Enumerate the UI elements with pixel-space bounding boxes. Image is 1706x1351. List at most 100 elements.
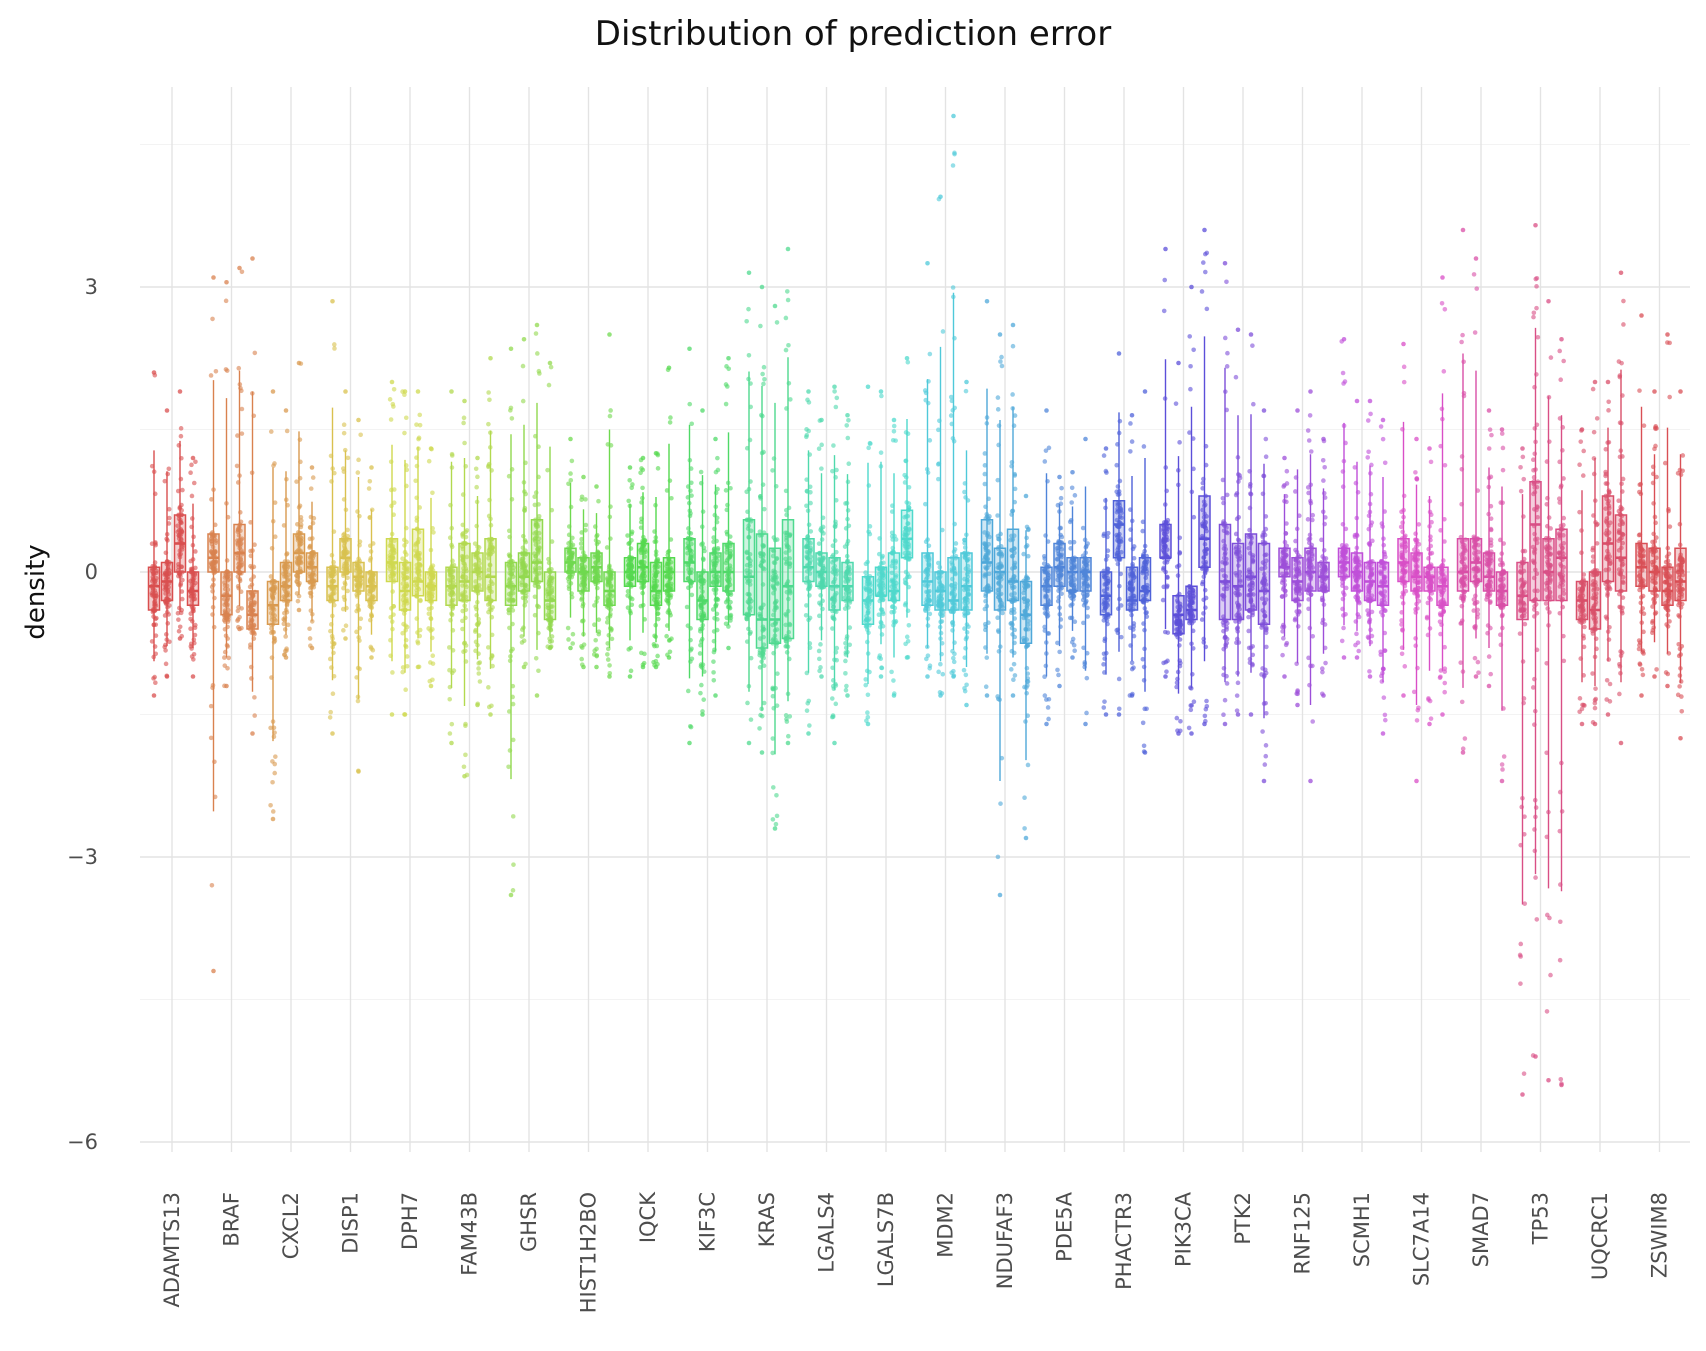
data-point bbox=[725, 384, 730, 389]
box-group bbox=[305, 465, 319, 651]
data-point bbox=[1102, 699, 1107, 704]
box bbox=[207, 533, 220, 573]
data-point bbox=[166, 506, 172, 512]
data-point bbox=[963, 672, 969, 678]
data-point bbox=[489, 607, 494, 613]
data-point bbox=[758, 712, 763, 718]
data-point bbox=[403, 687, 408, 692]
outlier-point-min bbox=[772, 826, 778, 831]
data-point bbox=[213, 369, 219, 374]
data-point bbox=[927, 611, 933, 617]
data-point bbox=[581, 642, 587, 647]
data-point bbox=[863, 570, 868, 575]
data-layer bbox=[147, 113, 1687, 1097]
data-point bbox=[234, 463, 240, 469]
data-point bbox=[698, 469, 704, 475]
box-group bbox=[484, 355, 497, 717]
data-point bbox=[369, 646, 374, 651]
data-point bbox=[252, 695, 257, 700]
data-point bbox=[1069, 500, 1075, 505]
outlier-point-max bbox=[488, 355, 493, 361]
data-point bbox=[842, 606, 848, 611]
data-point bbox=[428, 660, 433, 665]
outlier-point-max bbox=[594, 484, 599, 489]
box bbox=[220, 571, 233, 616]
data-point bbox=[640, 467, 646, 473]
outlier-point-min bbox=[1103, 712, 1109, 717]
box-group bbox=[768, 303, 782, 831]
data-point bbox=[1011, 661, 1017, 667]
data-point bbox=[193, 622, 198, 628]
data-point bbox=[761, 364, 767, 370]
data-point bbox=[816, 656, 822, 662]
outlier-point-min bbox=[865, 721, 871, 727]
outlier-point-min bbox=[547, 645, 553, 651]
data-point bbox=[167, 639, 172, 645]
box bbox=[484, 538, 497, 602]
outlier-point-max bbox=[997, 332, 1003, 337]
chart-title: Distribution of prediction error bbox=[594, 14, 1112, 54]
box bbox=[649, 561, 663, 606]
data-point bbox=[298, 514, 304, 520]
data-point bbox=[995, 395, 1001, 400]
data-point bbox=[474, 523, 479, 529]
box-group bbox=[207, 275, 220, 974]
data-point bbox=[188, 616, 193, 622]
data-point bbox=[866, 483, 872, 488]
data-point bbox=[401, 537, 407, 543]
data-point bbox=[651, 642, 657, 647]
data-point bbox=[1043, 448, 1049, 453]
data-point bbox=[701, 697, 707, 702]
data-point bbox=[463, 648, 468, 654]
data-point bbox=[936, 669, 941, 675]
box-group bbox=[1006, 322, 1020, 698]
data-point bbox=[295, 598, 301, 604]
data-point bbox=[536, 668, 541, 674]
data-point bbox=[995, 615, 1000, 621]
outlier-point-min bbox=[891, 693, 897, 698]
box bbox=[458, 542, 471, 602]
grid-layer bbox=[140, 87, 1690, 1152]
data-point bbox=[566, 637, 571, 642]
data-point bbox=[532, 494, 537, 500]
data-point bbox=[723, 599, 729, 605]
outlier-point-min bbox=[177, 636, 183, 641]
outlier-point-max bbox=[475, 455, 480, 461]
data-point bbox=[819, 442, 824, 448]
outlier-point-min bbox=[151, 693, 157, 698]
data-point bbox=[476, 661, 481, 666]
outlier-point-max bbox=[164, 408, 170, 413]
data-point bbox=[286, 572, 291, 578]
data-point bbox=[774, 793, 779, 798]
data-point bbox=[179, 596, 185, 602]
outlier-point-max bbox=[759, 284, 765, 290]
data-point bbox=[1056, 672, 1061, 678]
data-point bbox=[628, 668, 634, 674]
data-point bbox=[757, 726, 762, 731]
box-group bbox=[603, 332, 616, 679]
data-point bbox=[596, 498, 601, 504]
box-group bbox=[173, 389, 187, 641]
outlier-point-max bbox=[1103, 446, 1109, 451]
box-group bbox=[352, 417, 365, 774]
data-point bbox=[953, 541, 959, 546]
box bbox=[815, 552, 828, 587]
data-point bbox=[430, 490, 435, 496]
data-point bbox=[1044, 614, 1050, 619]
outlier-point-max bbox=[891, 417, 897, 423]
box bbox=[802, 538, 815, 583]
data-point bbox=[178, 433, 184, 439]
data-point bbox=[844, 683, 849, 689]
data-point bbox=[868, 441, 873, 446]
outlier-point-max bbox=[1070, 469, 1075, 475]
box bbox=[339, 538, 352, 573]
box bbox=[1019, 580, 1033, 644]
box-group bbox=[326, 298, 339, 736]
data-point bbox=[226, 607, 231, 613]
data-point bbox=[594, 653, 600, 658]
data-point bbox=[630, 482, 635, 487]
data-point bbox=[387, 397, 393, 402]
data-point bbox=[345, 527, 350, 533]
data-point bbox=[188, 626, 193, 631]
data-point bbox=[332, 587, 337, 592]
